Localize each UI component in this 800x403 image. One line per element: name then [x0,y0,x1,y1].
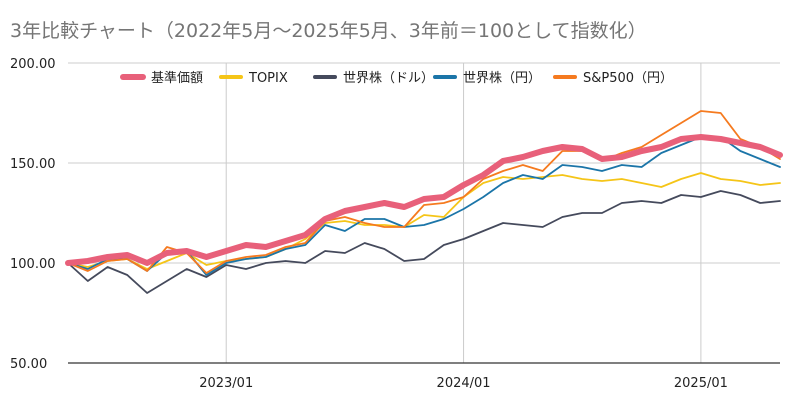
y-tick-label: 100.00 [10,257,56,272]
legend: 基準価額 TOPIX 世界株（ドル） 世界株（円） S&P500（円） [120,70,673,86]
axis-layer: 50.00 100.00 150.00 200.00 2023/01 2024/01 202… [10,57,780,391]
y-tick-label: 200.00 [10,57,56,72]
series-layer [65,110,783,294]
x-tick-label: 2024/01 [437,376,491,391]
chart-title: 3年比較チャート（2022年5月〜2025年5月、3年前＝100として指数化） [10,20,647,42]
y-tick-label: 150.00 [10,157,56,172]
series-line-2 [67,190,781,294]
series-line-4 [67,110,781,274]
legend-label: TOPIX [248,71,288,86]
legend-label: 世界株（ドル） [343,71,434,86]
x-tick-label: 2025/01 [674,376,728,391]
x-tick-label: 2023/01 [199,376,253,391]
legend-label: 世界株（円） [463,71,541,86]
legend-label: 基準価額 [151,70,203,86]
legend-label: S&P500（円） [583,71,673,86]
grid-layer [68,62,780,363]
y-tick-label: 50.00 [10,357,47,372]
series-line-0 [65,134,783,266]
